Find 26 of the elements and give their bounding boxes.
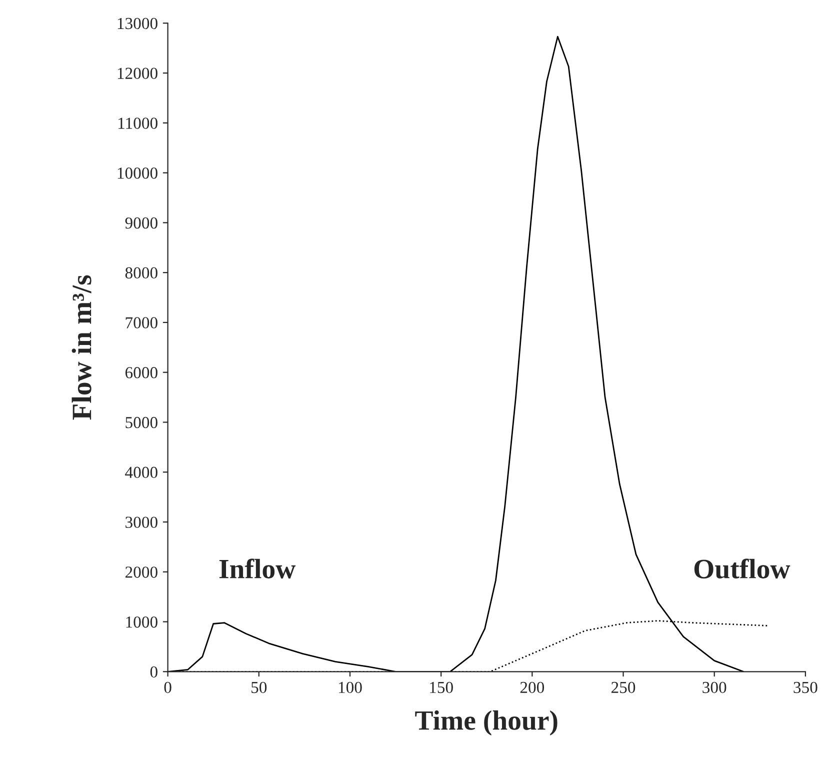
x-tick-label: 250 [611,682,636,694]
x-tick-label: 0 [164,682,172,694]
y-tick-label: 8000 [125,267,158,279]
y-tick-label: 4000 [125,466,158,478]
y-tick-label: 13000 [118,18,158,30]
y-tick-label: 12000 [118,68,158,79]
x-tick-label: 350 [794,682,818,694]
y-tick-label: 1000 [126,616,158,628]
y-tick-label: 7000 [126,317,158,328]
y-axis-title: Flow in m³/s [72,275,92,420]
x-tick-label: 100 [338,682,362,694]
y-tick-label: 6000 [125,367,158,378]
x-tick-label: 150 [430,682,453,694]
y-tick-label: 10000 [118,168,158,179]
y-tick-label: 3000 [126,516,158,528]
x-tick-label: 200 [520,682,544,694]
y-tick-label: 2000 [125,566,158,578]
annotation: Inflow [219,558,296,578]
y-tick-label: 5000 [126,416,158,428]
annotation: Outflow [694,558,790,579]
y-tick-label: 11000 [118,118,158,129]
y-tick-label: 0 [150,666,158,678]
x-tick-label: 50 [252,682,267,694]
x-axis-title: Time (hour) [415,710,558,736]
x-tick-label: 300 [702,682,726,694]
y-tick-label: 9000 [125,217,158,229]
